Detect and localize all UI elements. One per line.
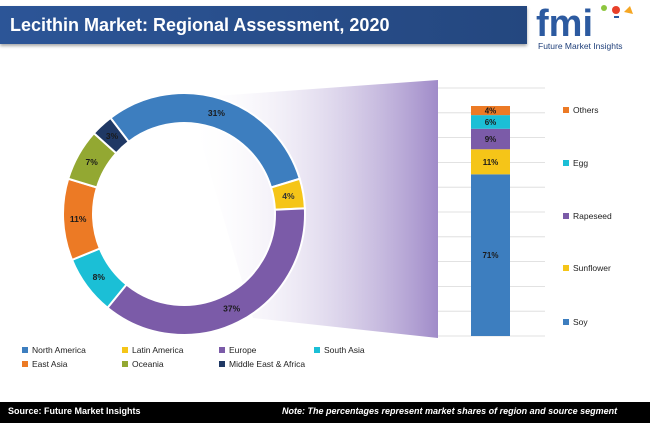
title-banner: Lecithin Market: Regional Assessment, 20…	[0, 6, 527, 44]
donut-label-middle-east-and-africa: 3%	[106, 131, 119, 141]
donut-label-north-america: 31%	[208, 108, 225, 118]
donut-label-europe: 37%	[223, 304, 240, 314]
legend-swatch	[22, 347, 28, 353]
bar-legend-item-rapeseed: Rapeseed	[563, 211, 612, 221]
legend-item-east-asia: East Asia	[22, 359, 67, 369]
legend-label: North America	[32, 345, 86, 355]
footer-bar: Source: Future Market Insights Note: The…	[0, 402, 650, 423]
legend-swatch	[563, 107, 569, 113]
bar-legend-item-egg: Egg	[563, 158, 588, 168]
legend-item-europe: Europe	[219, 345, 256, 355]
logo-shape-icon	[624, 6, 633, 14]
legend-item-oceania: Oceania	[122, 359, 164, 369]
legend-item-north-america: North America	[22, 345, 86, 355]
legend-label: Sunflower	[573, 263, 611, 273]
logo-text: fmi	[536, 3, 593, 42]
legend-label: Others	[573, 105, 599, 115]
bar-label-others: 4%	[485, 107, 497, 116]
stacked-bar-chart: 71% 11% 9% 6% 4%	[438, 87, 545, 337]
legend-swatch	[314, 347, 320, 353]
bar-legend-item-soy: Soy	[563, 317, 588, 327]
chart-title: Lecithin Market: Regional Assessment, 20…	[10, 15, 390, 35]
legend-label: South Asia	[324, 345, 365, 355]
legend-swatch	[563, 213, 569, 219]
fmi-logo-mark: fmi	[536, 3, 633, 45]
legend-swatch	[219, 361, 225, 367]
legend-swatch	[122, 361, 128, 367]
legend-label: Oceania	[132, 359, 164, 369]
legend-label: Middle East & Africa	[229, 359, 306, 369]
bar-segment-others	[471, 106, 510, 116]
logo-bar-icon	[614, 16, 619, 18]
chart-canvas: 31% 4% 37% 8% 11% 7% 3% 71% 11% 9% 6% 4%	[62, 80, 545, 338]
legend-swatch	[563, 160, 569, 166]
legend-item-latin-america: Latin America	[122, 345, 184, 355]
legend-swatch	[563, 265, 569, 271]
bar-legend-item-sunflower: Sunflower	[563, 263, 611, 273]
legend-label: Egg	[573, 158, 589, 168]
logo-dot-icon	[612, 6, 620, 14]
legend-swatch	[22, 361, 28, 367]
footer-source: Source: Future Market Insights	[8, 406, 141, 416]
bar-segment-egg	[471, 115, 510, 129]
legend-swatch	[122, 347, 128, 353]
legend-label: East Asia	[32, 359, 68, 369]
donut-label-oceania: 7%	[86, 157, 99, 167]
legend-label: Europe	[229, 345, 257, 355]
fmi-logo: fmi	[534, 2, 646, 54]
donut-label-east-asia: 11%	[70, 214, 87, 224]
logo-subtitle: Future Market Insights	[538, 41, 623, 51]
bar-segment-soy	[471, 174, 510, 336]
legend-swatch	[219, 347, 225, 353]
donut-chart: 31% 4% 37% 8% 11% 7% 3%	[62, 92, 306, 336]
bar-label-sunflower: 11%	[483, 158, 499, 167]
bar-label-egg: 6%	[485, 118, 497, 127]
donut-label-south-asia: 8%	[93, 272, 106, 282]
legend-item-south-asia: South Asia	[314, 345, 365, 355]
legend-label: Latin America	[132, 345, 184, 355]
legend-label: Soy	[573, 317, 588, 327]
legend-item-middle-east-and-africa: Middle East & Africa	[219, 359, 305, 369]
bar-label-soy: 71%	[482, 251, 498, 260]
donut-slice-middle-east-and-africa	[92, 116, 131, 155]
footer-note: Note: The percentages represent market s…	[282, 406, 618, 416]
legend-swatch	[563, 319, 569, 325]
logo-dot-green-icon	[601, 5, 607, 11]
bar-legend-item-others: Others	[563, 105, 599, 115]
bar-segment-sunflower	[471, 149, 510, 175]
donut-label-latin-america: 4%	[282, 191, 295, 201]
bar-segment-rapeseed	[471, 128, 510, 150]
legend-label: Rapeseed	[573, 211, 612, 221]
bar-label-rapeseed: 9%	[485, 135, 497, 144]
